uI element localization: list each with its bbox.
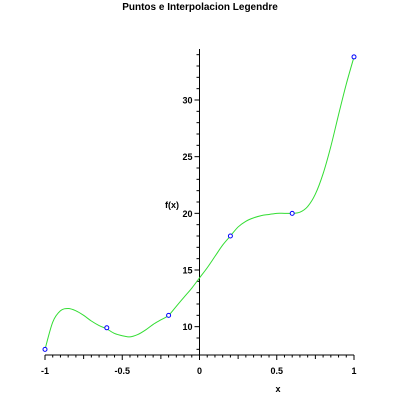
interpolation-curve <box>44 56 355 350</box>
y-tick-label: 20 <box>182 209 192 219</box>
axes: -1 -0.5 0 0.5 1 10 15 20 25 30 <box>41 49 357 376</box>
data-point <box>42 346 48 352</box>
data-points-layer <box>42 54 357 352</box>
x-axis-label: x <box>275 384 280 394</box>
data-point <box>166 312 172 318</box>
x-tick-label: 1 <box>351 366 356 376</box>
x-tick-label: -0.5 <box>114 366 130 376</box>
x-tick-label: -1 <box>41 366 49 376</box>
y-tick-label: 25 <box>182 152 192 162</box>
data-point <box>351 54 357 60</box>
x-tick-label: 0 <box>197 366 202 376</box>
chart-title: Puntos e Interpolacion Legendre <box>122 2 278 13</box>
data-point <box>104 325 110 331</box>
interpolation-curve-layer <box>44 56 355 350</box>
y-axis-label: f(x) <box>165 200 179 210</box>
x-tick-label: 0.5 <box>270 366 283 376</box>
y-tick-label: 10 <box>182 322 192 332</box>
y-tick-label: 15 <box>182 266 192 276</box>
y-tick-label: 30 <box>182 96 192 106</box>
data-point <box>227 233 233 239</box>
data-point <box>289 210 295 216</box>
